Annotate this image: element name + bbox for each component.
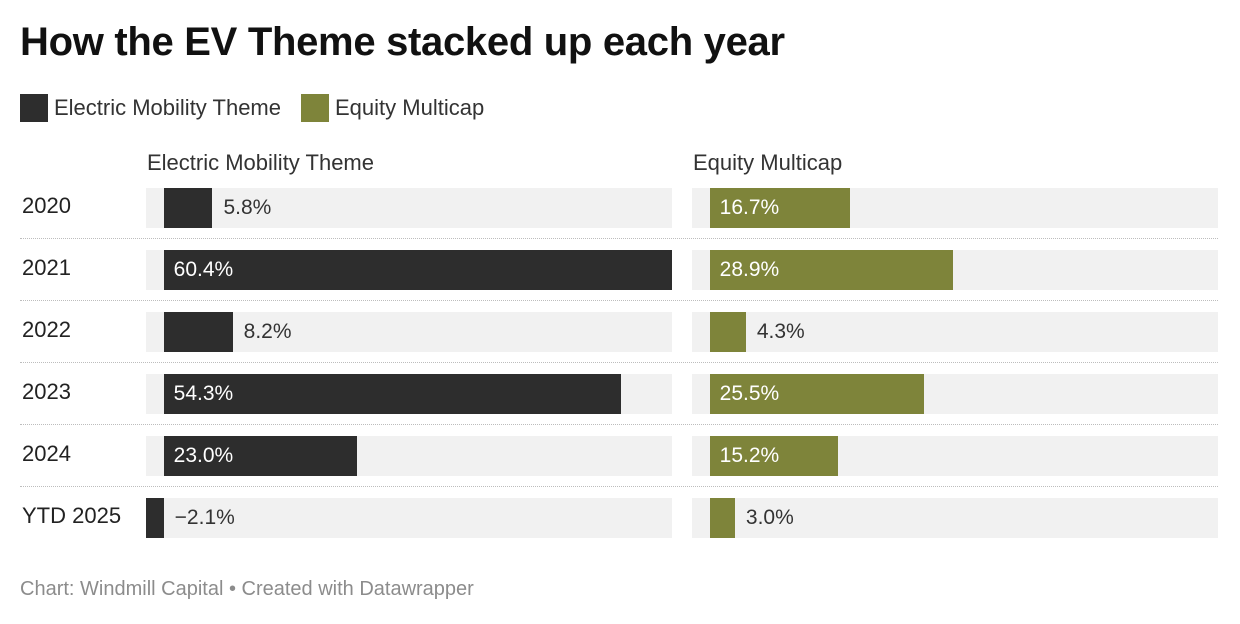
bar-electric-mobility-ytd-2025 <box>146 498 164 538</box>
bar-track-electric-mobility <box>146 188 672 228</box>
data-label-equity-multicap-2021: 28.9% <box>719 258 780 281</box>
row-label-2020: 2020 <box>22 193 71 218</box>
row-label-2023: 2023 <box>22 379 71 404</box>
row-separator <box>20 362 1218 363</box>
legend-item-electric-mobility: Electric Mobility Theme <box>20 94 281 122</box>
data-label-electric-mobility-2020: 5.8% <box>223 196 272 219</box>
chart-footer: Chart: Windmill Capital • Created with D… <box>20 578 474 600</box>
data-label-electric-mobility-2023: 54.3% <box>173 382 234 405</box>
bar-equity-multicap-2024 <box>709 436 838 476</box>
row-label-ytd-2025: YTD 2025 <box>22 503 122 528</box>
row-separator <box>20 300 1218 301</box>
legend-swatch-equity-multicap <box>301 94 329 122</box>
bar-track-electric-mobility <box>146 312 672 352</box>
data-label-equity-multicap-ytd-2025: 3.0% <box>745 506 794 529</box>
row-separator <box>20 486 1218 487</box>
row-separator <box>20 424 1218 425</box>
bar-equity-multicap-ytd-2025 <box>709 498 735 538</box>
bar-electric-mobility-2023 <box>163 374 621 414</box>
bar-electric-mobility-2024 <box>163 436 358 476</box>
bar-electric-mobility-2021 <box>163 250 672 290</box>
bar-track-electric-mobility <box>146 498 672 538</box>
bar-equity-multicap-2022 <box>709 312 746 352</box>
bar-track-equity-multicap <box>692 498 1218 538</box>
row-label-2021: 2021 <box>22 255 71 280</box>
data-label-electric-mobility-2022: 8.2% <box>243 320 292 343</box>
legend-label-equity-multicap: Equity Multicap <box>335 95 485 120</box>
data-label-equity-multicap-2020: 16.7% <box>719 196 780 219</box>
row-label-2022: 2022 <box>22 317 71 342</box>
data-label-equity-multicap-2024: 15.2% <box>719 444 780 467</box>
bar-electric-mobility-2020 <box>163 188 213 228</box>
chart-title: How the EV Theme stacked up each year <box>20 20 785 64</box>
data-label-equity-multicap-2023: 25.5% <box>719 382 780 405</box>
panel-title-equity-multicap: Equity Multicap <box>693 150 843 175</box>
legend-swatch-electric-mobility <box>20 94 48 122</box>
legend-item-equity-multicap: Equity Multicap <box>301 94 484 122</box>
bar-equity-multicap-2020 <box>709 188 851 228</box>
data-label-electric-mobility-2021: 60.4% <box>173 258 234 281</box>
legend-label-electric-mobility: Electric Mobility Theme <box>54 95 281 120</box>
bar-track-equity-multicap <box>692 312 1218 352</box>
data-label-electric-mobility-2024: 23.0% <box>173 444 234 467</box>
bar-electric-mobility-2022 <box>163 312 233 352</box>
panel-title-electric-mobility: Electric Mobility Theme <box>147 150 374 175</box>
row-label-2024: 2024 <box>22 441 71 466</box>
bar-equity-multicap-2023 <box>709 374 925 414</box>
row-separator <box>20 238 1218 239</box>
bar-equity-multicap-2021 <box>709 250 953 290</box>
data-label-electric-mobility-ytd-2025: −2.1% <box>174 506 235 529</box>
data-label-equity-multicap-2022: 4.3% <box>756 320 805 343</box>
legend: Electric Mobility Theme Equity Multicap <box>20 93 504 123</box>
